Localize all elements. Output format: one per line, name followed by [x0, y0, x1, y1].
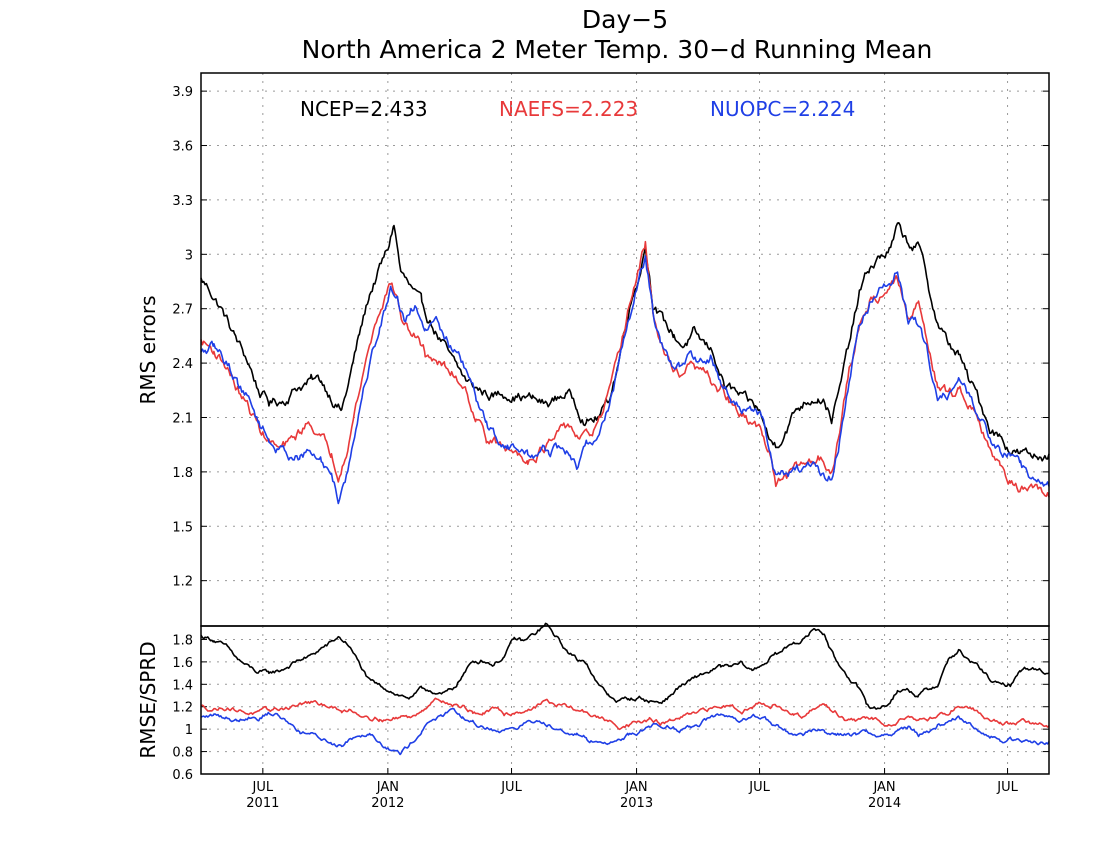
ytick-label-1-1: 0.8	[172, 746, 193, 761]
legend-nuopc: NUOPC=2.224	[710, 97, 855, 121]
ratio-ylabel: RMSE/SPRD	[136, 641, 160, 758]
ytick-label-1-4: 1.4	[172, 678, 193, 693]
plot-layer: 1.2 1.5 1.8 2.1 2.4 2.7 3 3.3 3.6 3.9 0.6 0.8 1 1.2 1.…	[172, 72, 1050, 811]
xtick-label-5: JAN	[872, 780, 895, 795]
xtick-label-0: JUL	[252, 780, 274, 795]
rms-ylabel: RMS errors	[136, 295, 160, 404]
xtick-year-3: 2013	[620, 796, 653, 811]
series-line-rms-nuopc	[200, 255, 1050, 505]
series-line-ratio-naefs	[200, 697, 1050, 731]
series-line-rms-ncep	[200, 222, 1050, 462]
series-line-ratio-ncep	[200, 622, 1050, 710]
legend-naefs: NAEFS=2.223	[499, 97, 638, 121]
ytick-label-0-2: 1.8	[172, 466, 193, 481]
ytick-label-1-2: 1	[185, 723, 193, 738]
ytick-label-0-7: 3.3	[172, 194, 193, 209]
ytick-label-0-4: 2.4	[172, 357, 193, 372]
ytick-label-0-5: 2.7	[172, 303, 193, 318]
xtick-label-1: JAN	[376, 780, 399, 795]
ytick-label-1-3: 1.2	[172, 701, 193, 716]
xtick-label-3: JAN	[624, 780, 647, 795]
xtick-year-0: 2011	[246, 796, 279, 811]
xtick-label-6: JUL	[996, 780, 1018, 795]
series-line-ratio-nuopc	[200, 707, 1050, 756]
ytick-label-0-3: 2.1	[172, 411, 193, 426]
ytick-label-0-1: 1.5	[172, 520, 193, 535]
legend-ncep: NCEP=2.433	[300, 97, 428, 121]
xtick-year-1: 2012	[371, 796, 404, 811]
xtick-label-4: JUL	[748, 780, 770, 795]
ytick-label-1-6: 1.8	[172, 633, 193, 648]
panel-frame-1	[200, 625, 1050, 775]
xtick-year-5: 2014	[868, 796, 901, 811]
xtick-label-2: JUL	[500, 780, 522, 795]
ytick-label-0-8: 3.6	[172, 140, 193, 155]
chart-title-line2: North America 2 Meter Temp. 30−d Running…	[302, 35, 933, 64]
ytick-label-1-5: 1.6	[172, 656, 193, 671]
ytick-label-0-0: 1.2	[172, 575, 193, 590]
panel-frame-0	[200, 72, 1050, 627]
ytick-label-0-9: 3.9	[172, 85, 193, 100]
ytick-label-0-6: 3	[185, 248, 193, 263]
ytick-label-1-0: 0.6	[172, 768, 193, 783]
chart-title-line1: Day−5	[582, 5, 668, 34]
series-line-rms-naefs	[200, 240, 1050, 498]
